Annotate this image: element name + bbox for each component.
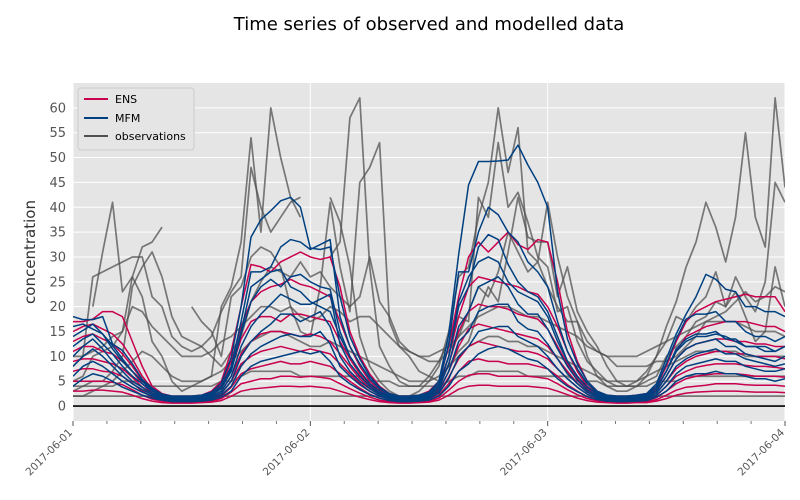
x-axis-ticks: 2017-06-01 2017-06-02 2017-06-03 2017-06-04 <box>23 421 787 478</box>
y-tick-label: 45 <box>49 176 66 191</box>
y-tick-label: 50 <box>49 151 66 166</box>
series-line-ens-8 <box>73 384 785 404</box>
legend-label-mfm: MFM <box>115 112 140 125</box>
legend-box <box>77 87 195 151</box>
series-line-mfm-1 <box>73 144 785 397</box>
legend-label-ens: ENS <box>115 93 137 106</box>
chart-title: Time series of observed and modelled dat… <box>233 14 624 35</box>
x-tick-label: 2017-06-03 <box>498 427 550 479</box>
y-tick-label: 30 <box>49 250 66 265</box>
x-tick-label: 2017-06-02 <box>261 427 313 479</box>
series-line-observations-4 <box>73 231 785 388</box>
series-line-mfm-5 <box>73 303 785 401</box>
series-line-mfm-7 <box>73 345 785 403</box>
y-tick-label: 0 <box>58 400 66 415</box>
legend-label-observations: observations <box>115 130 186 143</box>
y-tick-label: 5 <box>58 375 66 390</box>
y-tick-label: 10 <box>49 350 66 365</box>
y-axis-label: concentration <box>21 200 39 304</box>
y-axis-ticks: 0 5 10 15 20 25 30 35 40 45 50 55 60 <box>49 101 66 414</box>
series-line-mfm-8 <box>73 256 785 399</box>
series-line-mfm-6 <box>73 325 785 402</box>
y-tick-label: 20 <box>49 300 66 315</box>
x-tick-label: 2017-06-04 <box>735 426 787 478</box>
y-tick-label: 40 <box>49 201 66 216</box>
legend: ENS MFM observations <box>77 87 195 151</box>
y-tick-label: 35 <box>49 226 66 241</box>
x-tick-label: 2017-06-01 <box>23 427 75 479</box>
series-line-observations-5 <box>73 305 785 358</box>
y-tick-label: 15 <box>49 325 66 340</box>
y-tick-label: 60 <box>49 101 66 116</box>
series-layer <box>73 97 785 404</box>
series-line-observations-2 <box>73 97 785 388</box>
y-tick-label: 25 <box>49 275 66 290</box>
y-tick-label: 55 <box>49 126 66 141</box>
